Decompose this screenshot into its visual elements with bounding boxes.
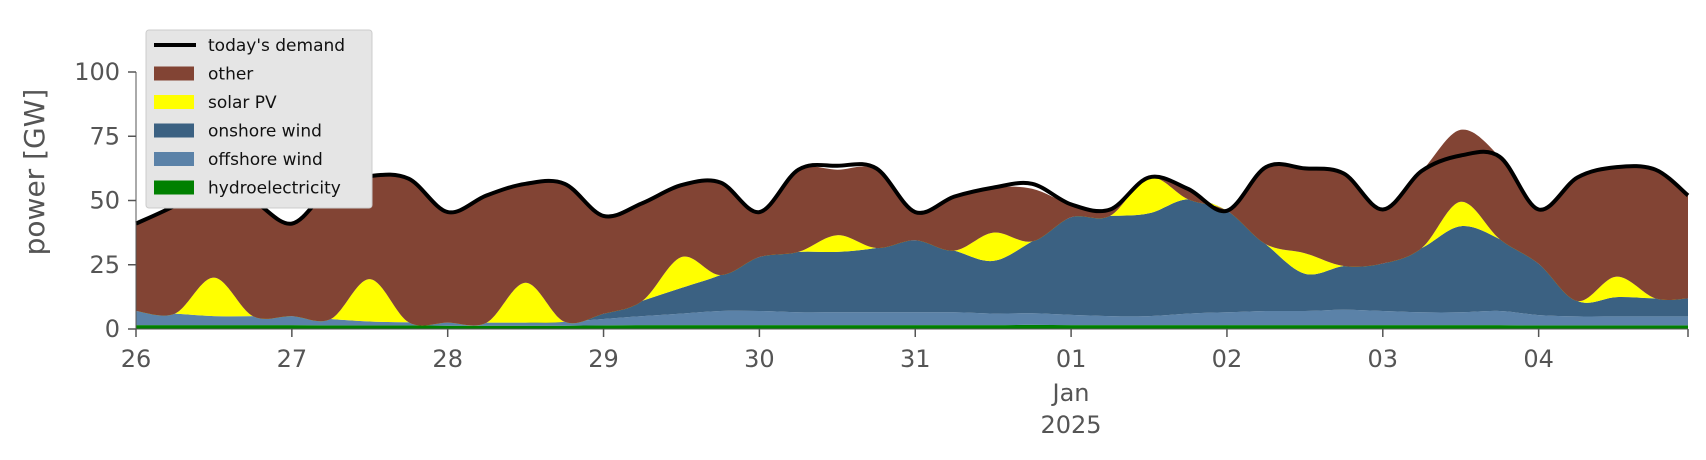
legend-swatch-hydroelectricity xyxy=(154,180,194,195)
x-tick-label-26: 26 xyxy=(121,345,152,373)
x-tick-label-29: 29 xyxy=(588,345,619,373)
x-tick-label-28: 28 xyxy=(432,345,463,373)
area-solar-pv xyxy=(136,177,1688,326)
legend-label-hydroelectricity: hydroelectricity xyxy=(208,179,341,199)
x-axis-year-label: 2025 xyxy=(1040,411,1101,439)
legend-swatch-solar-pv xyxy=(154,95,194,109)
y-tick-label-25: 25 xyxy=(89,251,120,279)
legend-label-today-s-demand: today's demand xyxy=(208,36,345,56)
area-onshore-wind xyxy=(136,199,1688,323)
x-axis-month-label: Jan xyxy=(1051,379,1090,407)
legend-label-other: other xyxy=(208,65,253,85)
area-hydroelectricity xyxy=(136,324,1688,329)
legend-label-solar-pv: solar PV xyxy=(208,93,277,113)
y-tick-label-100: 100 xyxy=(74,58,120,86)
x-tick-label-04: 04 xyxy=(1523,345,1554,373)
x-tick-label-02: 02 xyxy=(1212,345,1243,373)
x-tick-label-31: 31 xyxy=(900,345,931,373)
legend-label-offshore-wind: offshore wind xyxy=(208,150,323,170)
legend: today's demand other solar PV onshore wind o… xyxy=(145,29,373,209)
stacked-areas xyxy=(136,129,1688,329)
x-tick-label-01: 01 xyxy=(1056,345,1087,373)
legend-swatch-onshore-wind xyxy=(154,123,194,138)
demand-line-layer xyxy=(135,149,1690,226)
x-tick-label-27: 27 xyxy=(277,345,308,373)
y-tick-label-75: 75 xyxy=(89,122,120,150)
y-tick-label-0: 0 xyxy=(105,315,120,343)
x-tick-label-30: 30 xyxy=(744,345,775,373)
y-tick-label-50: 50 xyxy=(89,187,120,215)
x-tick-label-03: 03 xyxy=(1368,345,1399,373)
y-axis-label: power [GW] xyxy=(18,89,51,256)
legend-box xyxy=(145,29,373,209)
legend-label-onshore-wind: onshore wind xyxy=(208,122,322,142)
x-axis: Jan 2025 26 27 28 29 30 31 01 02 03 04 xyxy=(121,328,1689,439)
demand-line xyxy=(135,149,1690,226)
y-axis: power [GW] 0 25 50 75 100 xyxy=(18,58,137,343)
area-other xyxy=(136,129,1688,326)
legend-swatch-offshore-wind xyxy=(154,152,194,166)
legend-swatch-other xyxy=(154,66,194,81)
area-offshore-wind xyxy=(136,309,1688,326)
